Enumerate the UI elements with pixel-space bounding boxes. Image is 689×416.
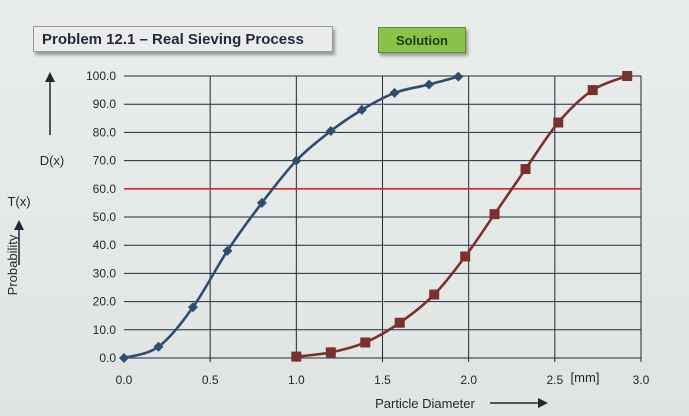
point-tx <box>325 347 336 358</box>
y-tick-label: 10.0 <box>93 323 117 337</box>
x-tick-label: 3.0 <box>633 373 650 387</box>
y-tick-label: 100.0 <box>86 69 116 83</box>
point-dx <box>153 341 164 352</box>
tx-arrow <box>14 220 24 265</box>
solution-button[interactable]: Solution <box>378 27 466 53</box>
y-tick-label: 70.0 <box>93 154 117 168</box>
x-tick-label: 2.0 <box>460 373 477 387</box>
x-tick-label: 2.5 <box>546 373 563 387</box>
problem-title: Problem 12.1 – Real Sieving Process <box>33 26 333 52</box>
y-axis-title: Probability <box>5 234 20 295</box>
y-tick-label: 0.0 <box>99 351 116 365</box>
point-tx <box>429 289 440 300</box>
series-layer <box>119 71 633 363</box>
point-tx <box>553 117 564 128</box>
x-tick-label: 0.0 <box>116 373 133 387</box>
x-tick-label: 1.0 <box>288 373 305 387</box>
y-tick-label: 30.0 <box>93 266 117 280</box>
point-dx <box>453 71 464 82</box>
y-tick-label: 50.0 <box>93 210 117 224</box>
x-tick-label: 0.5 <box>202 373 219 387</box>
y-tick-label: 60.0 <box>93 182 117 196</box>
point-dx <box>356 104 367 115</box>
tx-annotation: T(x) <box>7 194 30 209</box>
series-line-tx <box>296 74 628 358</box>
x-tick-label: 1.5 <box>374 373 391 387</box>
point-dx <box>119 353 129 363</box>
point-dx <box>325 125 336 136</box>
y-tick-label: 80.0 <box>93 125 117 139</box>
point-tx <box>587 85 598 96</box>
point-tx <box>489 209 500 220</box>
x-axis-arrow <box>490 398 548 408</box>
y-tick-label: 90.0 <box>93 97 117 111</box>
point-tx <box>291 351 302 362</box>
point-dx <box>256 197 267 208</box>
point-dx <box>291 155 302 166</box>
point-tx <box>622 71 633 81</box>
point-tx <box>394 317 405 328</box>
point-dx <box>222 245 233 256</box>
label-layer: 0.0 10.0 20.0 30.0 40.0 50.0 60.0 70.0 80.0 90.0 1… <box>86 69 650 387</box>
point-tx <box>520 164 531 175</box>
y-tick-label: 40.0 <box>93 238 117 252</box>
point-dx <box>389 87 400 98</box>
point-tx <box>360 337 371 348</box>
point-dx <box>424 79 435 90</box>
dx-arrow <box>45 72 55 135</box>
dx-annotation: D(x) <box>40 153 65 168</box>
grid-layer <box>124 75 642 362</box>
x-axis-title: Particle Diameter <box>375 396 475 411</box>
x-unit-label: [mm] <box>571 370 600 385</box>
point-dx <box>187 302 198 313</box>
y-tick-label: 20.0 <box>93 295 117 309</box>
point-tx <box>460 251 471 262</box>
